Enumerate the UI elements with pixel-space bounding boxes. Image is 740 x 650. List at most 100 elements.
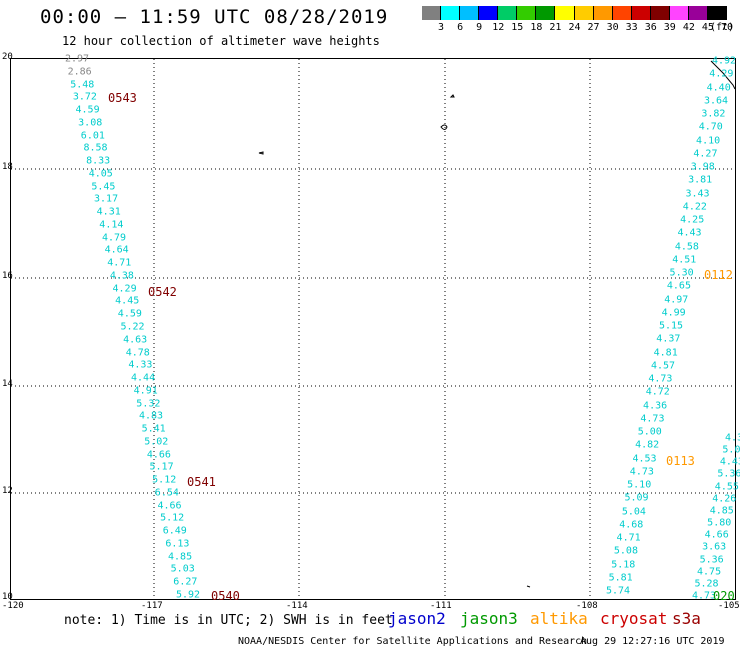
swh-value: 4.68 [619,519,644,531]
swh-value: 5.36 [699,554,724,566]
longitude-tick-label: -108 [576,601,598,611]
swh-value: 4.43 [677,227,702,239]
legend-swatch [688,6,708,20]
swh-value: 4.63 [123,334,148,346]
swh-value: 4.59 [75,104,100,116]
swh-value: 4.73 [629,466,654,478]
swh-value: 3.43 [685,188,710,199]
map-canvas [11,59,735,599]
swh-value: 4.71 [107,257,132,269]
swh-value: 5.17 [149,461,174,473]
island-shape [449,94,455,98]
swh-value: 4.36 [643,400,668,411]
island-shape [440,124,448,130]
island-shape [258,151,264,155]
chart-title: 00:00 – 11:59 UTC 08/28/2019 [40,6,389,28]
longitude-tick-label: -117 [141,601,163,611]
legend-swatch [517,6,537,20]
swh-value: 5.30 [669,267,694,279]
legend-label: 36 [644,22,657,33]
satellite-legend-item: cryosat [600,609,668,628]
longitude-tick-label: -111 [430,601,452,611]
swh-value: 4.05 [88,168,113,180]
swh-value: 5.81 [608,572,633,584]
satellite-legend-item: altika [530,609,588,628]
pass-time-label: 0113 [666,454,695,468]
swh-value: 4.83 [138,410,164,422]
swh-value: 5.41 [141,423,166,435]
legend-labels: 3 6 9 12 15 18 21 24 27 30 33 36 39 42 45 70 (ft) [422,20,734,34]
legend-swatch [479,6,499,20]
swh-value: 4.45 [115,295,140,307]
legend-swatch [650,6,670,20]
pass-time-label: 020 [713,589,735,603]
swh-value: 6.54 [154,487,179,499]
swh-value: 5.18 [611,559,636,570]
swh-value: 4.29 [709,68,734,80]
legend-swatch [612,6,632,20]
swh-value: 5.09 [624,492,649,504]
satellite-legend-item: jason2 [388,609,446,628]
longitude-tick-label: -105 [718,601,740,611]
legend-swatch [536,6,556,20]
swh-value: 3.63 [702,541,727,553]
legend-label: 3 [438,22,445,33]
swh-value: 5.45 [91,181,116,193]
swh-value: 6.49 [162,525,187,537]
swh-value: 5.22 [120,321,145,333]
swh-value: 4.73 [691,590,717,602]
swh-value: 4.73 [648,373,673,385]
legend-label: 6 [457,22,464,33]
swh-value: 4.81 [653,347,678,358]
swh-value: 2.97 [64,53,90,65]
legend-label: 27 [587,22,600,33]
pass-time-label: 0540 [211,589,240,603]
swh-value: 4.31 [96,206,121,218]
swh-value: 5.15 [658,320,684,332]
credit-text: NOAA/NESDIS Center for Satellite Applica… [238,636,588,647]
latitude-tick-label: 16 [2,271,13,281]
swh-value: 4.65 [666,280,691,292]
swh-value: 4.82 [635,439,660,451]
legend-swatch [555,6,575,20]
legend-label: 70 [720,22,734,33]
swh-value: 4.64 [104,244,129,256]
legend-color-bar [422,6,727,20]
swh-value: 4.71 [616,532,641,544]
swh-value: 5.08 [613,545,638,557]
legend-swatch [574,6,594,20]
swh-value: 5.74 [605,585,631,597]
swh-value: 5.03 [170,563,195,575]
swh-value: 4.53 [632,453,657,464]
swh-value: 3.64 [704,95,729,107]
map-panel [10,58,736,600]
swh-value: 4.51 [672,254,697,266]
swh-value: 5.92 [175,589,201,601]
island-shape [526,585,531,588]
swh-value: 5.05 [722,444,740,456]
swh-value: 5.04 [621,506,646,517]
swh-value: 4.66 [157,500,182,512]
legend-label: (ft) [709,22,735,33]
swh-value: 5.80 [707,517,732,529]
swh-value: 3.08 [78,117,103,129]
swh-value: 4.14 [99,219,124,231]
chart-subtitle: 12 hour collection of altimeter wave hei… [62,34,380,48]
latitude-tick-label: 12 [2,486,13,496]
legend-swatch [707,6,727,20]
swh-value: 4.92 [711,55,737,67]
pass-time-label: 0542 [148,285,177,299]
longitude-tick-label: -114 [286,601,308,611]
satellite-legend-item: s3a [672,609,701,628]
swh-value: 4.27 [693,148,718,160]
swh-value: 5.12 [152,474,177,486]
swh-value: 4.85 [709,505,734,517]
latitude-tick-label: 20 [2,52,13,62]
swh-value: 4.99 [661,307,686,319]
legend-swatch [669,6,689,20]
legend-label: 15 [511,22,524,33]
swh-value: 6.01 [80,130,105,142]
legend-swatch [460,6,480,20]
legend-label: 18 [530,22,543,33]
swh-value: 5.32 [136,398,161,410]
